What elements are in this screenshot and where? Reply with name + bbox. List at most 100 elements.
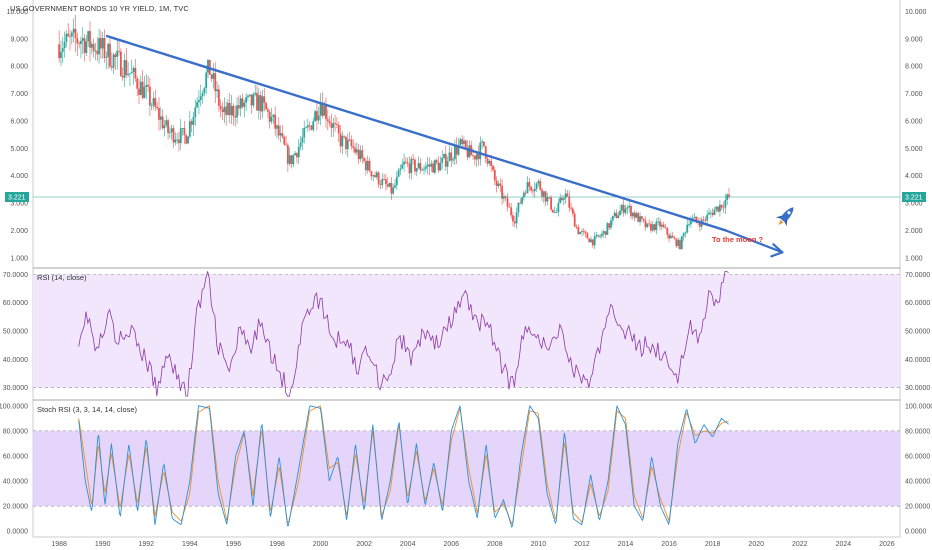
candle-body — [279, 133, 282, 136]
candle-body — [686, 224, 689, 233]
y-tick-label-right: 6.000 — [905, 118, 923, 125]
candle-body — [719, 204, 721, 212]
candle-body — [352, 146, 355, 148]
candle-body — [711, 212, 714, 216]
candle-body — [637, 213, 640, 222]
y-tick-label-left: 10.000 — [7, 9, 29, 16]
rocket-fin — [775, 215, 788, 227]
candle-body — [506, 197, 509, 207]
candle-body — [510, 207, 513, 216]
candle-body — [508, 206, 511, 208]
candle-body — [395, 176, 398, 186]
candle-body — [176, 139, 179, 141]
candle-body — [695, 216, 698, 221]
candle-body — [130, 71, 133, 74]
candle-body — [404, 161, 407, 163]
candle-body — [728, 194, 730, 198]
candle-body — [502, 196, 505, 199]
candle-body — [430, 163, 433, 167]
candle-body — [123, 60, 126, 78]
candle-body — [72, 28, 75, 33]
candle-body — [330, 123, 333, 128]
candle-body — [348, 139, 351, 141]
candle-body — [248, 94, 251, 96]
candle-body — [437, 162, 440, 171]
candle-body — [568, 196, 571, 208]
candle-body — [241, 98, 244, 107]
candle-body — [486, 158, 489, 164]
candle-body — [548, 197, 551, 199]
candle-body — [423, 168, 425, 170]
x-tick-label: 2026 — [879, 541, 895, 548]
candle-body — [709, 212, 712, 214]
candle-body — [283, 136, 286, 145]
rocket-flame — [778, 219, 784, 225]
candle-body — [620, 204, 623, 211]
candle-body — [354, 147, 356, 153]
candle-body — [243, 102, 246, 107]
candle-body — [297, 146, 300, 158]
candle-body — [559, 197, 562, 203]
candle-body — [134, 67, 137, 79]
candle-body — [601, 233, 603, 237]
candle-body — [557, 202, 560, 213]
candle-body — [386, 184, 389, 187]
candle-body — [617, 215, 620, 219]
candle-body — [463, 140, 465, 145]
candle-body — [90, 43, 93, 48]
candle-body — [346, 139, 349, 150]
candle-body — [459, 139, 462, 145]
candle-body — [161, 116, 164, 129]
candle-body — [524, 192, 527, 194]
candle-body — [660, 224, 663, 227]
candle-body — [397, 170, 400, 177]
candle-body — [613, 212, 616, 216]
candle-body — [272, 114, 275, 117]
candle-body — [624, 208, 627, 213]
y-tick-label-left: 7.000 — [10, 91, 28, 98]
candle-body — [457, 144, 460, 155]
candle-body — [684, 232, 687, 234]
y-tick-label-left: 5.000 — [10, 146, 28, 153]
candle-body — [466, 147, 469, 158]
candle-body — [421, 169, 424, 171]
y-tick-label-right: 4.000 — [905, 173, 923, 180]
candle-body — [490, 160, 493, 167]
candle-body — [517, 202, 520, 213]
candle-body — [484, 146, 487, 159]
candle-body — [379, 184, 382, 186]
candle-body — [65, 33, 68, 42]
candle-body — [519, 202, 522, 204]
candle-body — [424, 166, 427, 169]
candle-body — [461, 139, 464, 145]
candle-body — [590, 239, 592, 243]
candle-body — [268, 111, 271, 122]
candle-body — [350, 139, 353, 147]
candle-body — [105, 57, 108, 58]
stoch-tick-label-left: 40.0000 — [3, 479, 28, 486]
candle-body — [606, 223, 609, 235]
candle-body — [296, 153, 298, 158]
candle-body — [150, 105, 153, 107]
candle-body — [363, 158, 366, 161]
candle-body — [341, 135, 344, 147]
candle-body — [112, 54, 115, 68]
candle-body — [109, 43, 111, 67]
candle-body — [87, 31, 90, 42]
stoch-tick-label-left: 100.0000 — [0, 403, 28, 410]
candle-body — [372, 175, 375, 177]
candle-body — [335, 124, 338, 125]
candle-body — [99, 38, 102, 49]
candle-body — [642, 218, 645, 221]
candle-body — [677, 240, 680, 247]
candle-body — [196, 102, 199, 108]
candle-body — [370, 171, 373, 177]
candle-body — [552, 209, 554, 213]
candle-body — [374, 175, 376, 178]
y-tick-label-left: 8.000 — [10, 64, 28, 71]
candle-body — [198, 100, 200, 103]
candle-body — [657, 221, 660, 223]
candle-body — [441, 157, 444, 163]
candle-body — [149, 86, 151, 106]
